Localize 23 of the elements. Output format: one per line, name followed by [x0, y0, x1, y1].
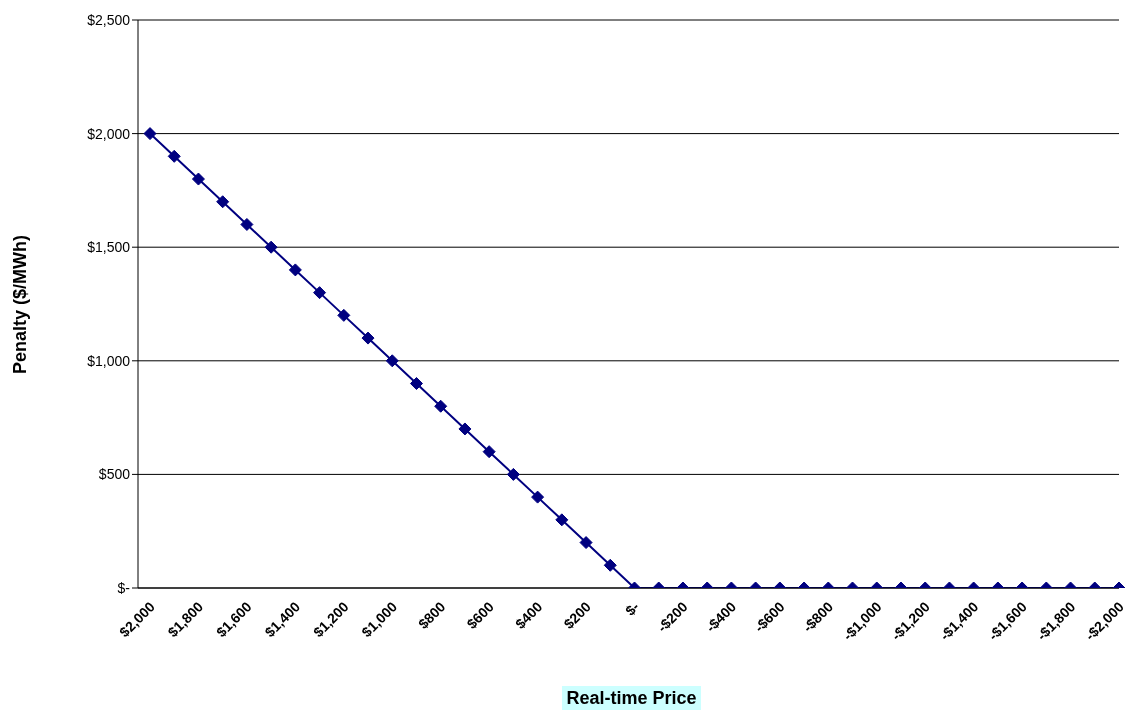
x-axis-title: Real-time Price	[562, 686, 701, 710]
point	[313, 286, 327, 300]
point	[337, 308, 351, 322]
y-tick-label: $-	[117, 579, 131, 596]
point	[288, 263, 302, 277]
point	[409, 377, 423, 391]
point	[143, 127, 157, 141]
point	[434, 399, 448, 413]
point	[506, 467, 520, 481]
y-tick-label: $2,000	[87, 125, 131, 142]
y-tick-label: $1,500	[87, 239, 131, 256]
y-tick-label: $500	[98, 466, 131, 483]
point	[361, 331, 375, 345]
point	[167, 149, 181, 163]
x-tick-label: $-	[622, 598, 643, 619]
y-axis-title: Penalty ($/MWh)	[10, 234, 31, 374]
y-tick-label: $1,000	[87, 352, 131, 369]
point	[264, 240, 278, 254]
point	[385, 354, 399, 368]
y-tick-label: $2,500	[87, 11, 131, 28]
point	[216, 195, 230, 209]
point	[191, 172, 205, 186]
point	[458, 422, 472, 436]
